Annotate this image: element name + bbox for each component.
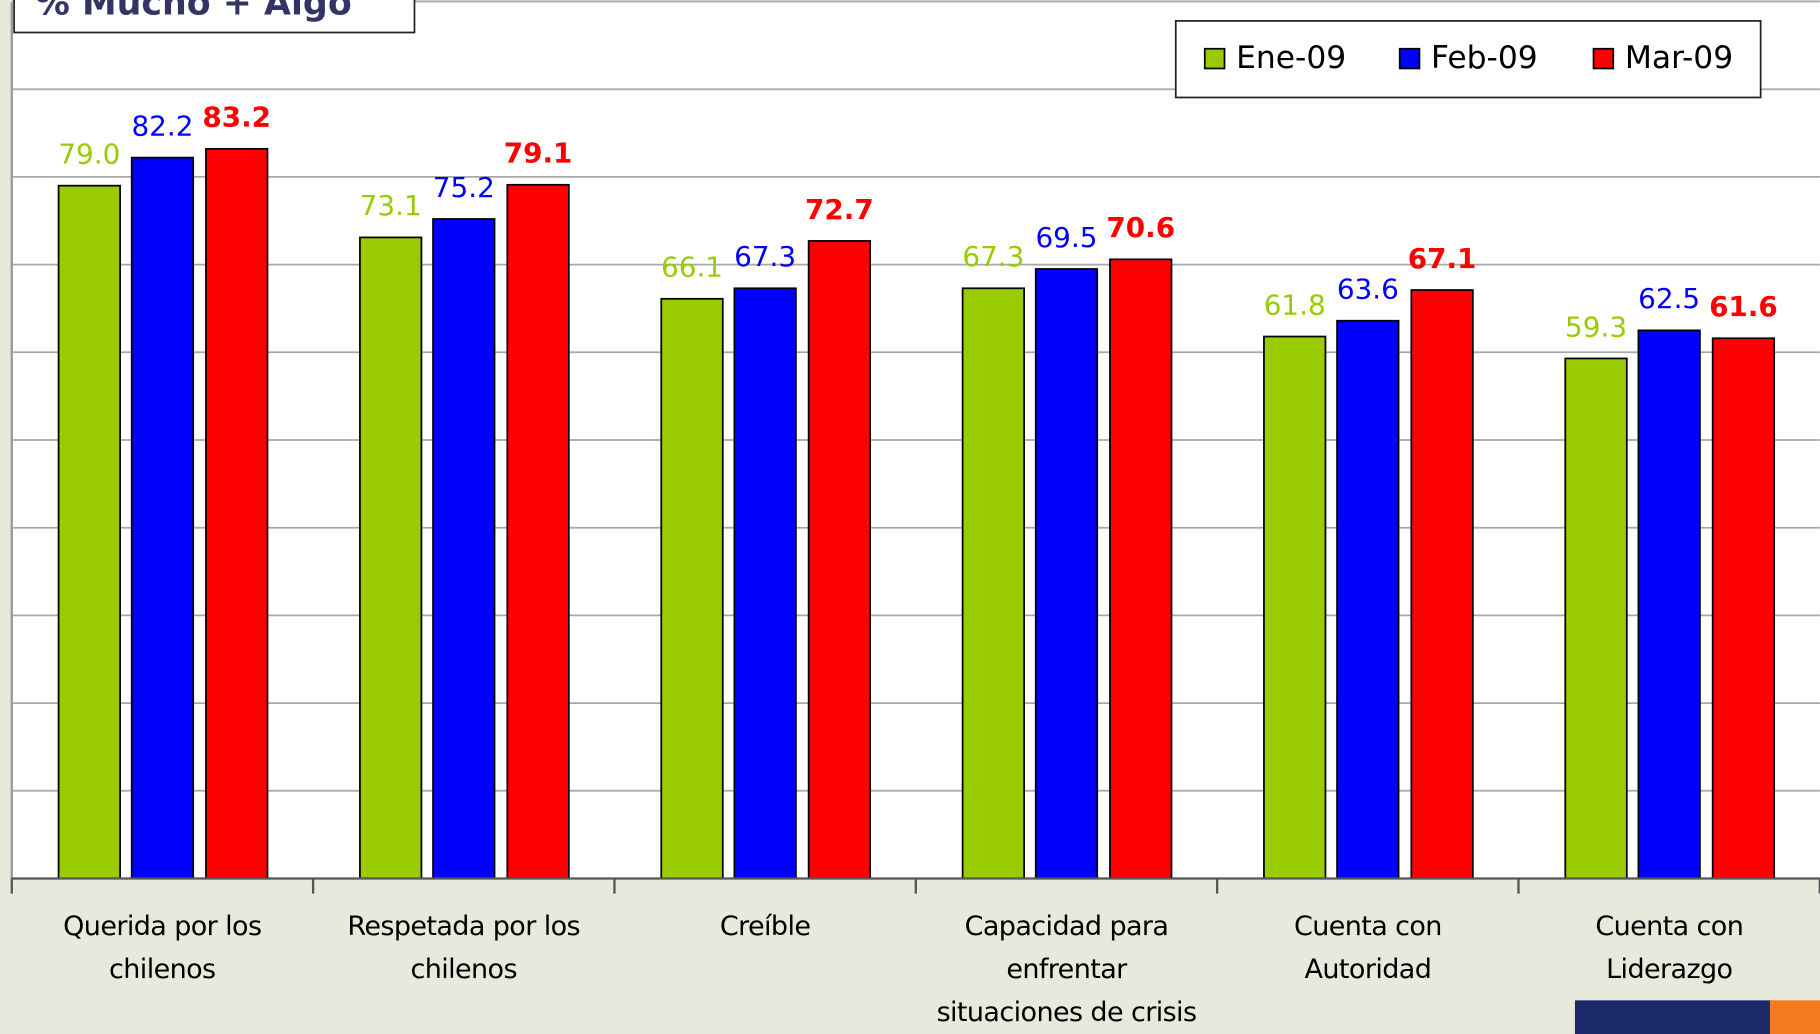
legend-label: Feb-09 (1431, 40, 1538, 76)
bar (1410, 289, 1474, 880)
value-label: 66.1 (661, 251, 723, 284)
value-label: 62.5 (1638, 282, 1700, 315)
bar (1109, 258, 1173, 880)
value-label: 73.1 (360, 189, 422, 222)
bar (961, 287, 1025, 880)
bar (432, 218, 496, 880)
bar (130, 156, 195, 880)
value-label: 79.0 (58, 138, 120, 171)
bar (1336, 319, 1400, 880)
x-tick-label: Cuenta con Liderazgo (1595, 911, 1744, 985)
value-label: 70.6 (1106, 211, 1175, 244)
legend-label: Mar-09 (1625, 40, 1733, 76)
value-label: 69.5 (1035, 221, 1097, 254)
logo (1769, 1000, 1820, 1034)
value-label: 63.6 (1337, 273, 1399, 306)
legend-swatch (1592, 47, 1615, 70)
value-label: 61.8 (1264, 288, 1326, 321)
chart-title: % Mucho + Algo (35, 0, 352, 24)
bar (1711, 337, 1776, 880)
value-label: 75.2 (433, 171, 495, 204)
bar (1034, 268, 1099, 880)
value-label: 79.1 (504, 137, 573, 170)
bar (205, 147, 269, 880)
legend-label: Ene-09 (1236, 40, 1346, 76)
bar (1564, 357, 1628, 880)
bar (359, 236, 423, 880)
bar (733, 287, 797, 880)
bar (57, 184, 121, 880)
value-label: 67.1 (1408, 242, 1477, 275)
value-label: 67.3 (962, 240, 1024, 273)
bar (1263, 335, 1327, 880)
x-tick-label: Cuenta con Autoridad (1293, 911, 1442, 985)
value-label: 82.2 (131, 109, 193, 142)
x-tick-label: Creíble (719, 911, 811, 942)
title-box (13, 0, 416, 34)
logo (1574, 1000, 1773, 1034)
legend-swatch (1398, 47, 1421, 70)
bar (807, 240, 872, 880)
value-label: 83.2 (202, 101, 271, 134)
value-label: 67.3 (734, 240, 796, 273)
x-tick-label: Respetada por los chilenos (347, 911, 580, 985)
value-label: 61.6 (1709, 290, 1778, 323)
bar (506, 183, 570, 880)
bar (1637, 329, 1701, 880)
value-label: 59.3 (1565, 310, 1627, 343)
x-tick-label: Capacidad para enfrentar situaciones de … (936, 911, 1197, 1028)
legend-box (1174, 20, 1762, 99)
value-label: 72.7 (805, 193, 874, 226)
legend-swatch (1203, 47, 1226, 70)
bar (660, 297, 724, 880)
x-tick-label: Querida por los chilenos (63, 911, 262, 985)
